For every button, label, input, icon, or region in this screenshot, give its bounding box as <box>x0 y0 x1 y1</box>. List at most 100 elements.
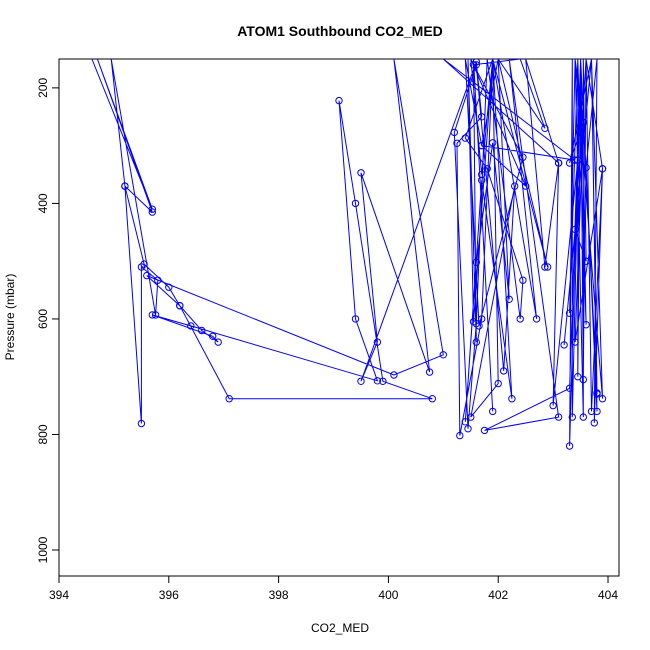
data-point <box>480 426 489 435</box>
data-point <box>478 176 486 185</box>
data-point <box>439 351 447 359</box>
data-point <box>165 283 173 291</box>
data-point <box>571 338 579 346</box>
data-point <box>579 375 587 384</box>
data-point <box>357 169 365 177</box>
x-axis: 394 396 398 400 402 404 <box>49 575 618 602</box>
data-point <box>143 271 151 280</box>
data-point <box>467 413 475 421</box>
data-point <box>565 384 574 392</box>
data-point <box>568 413 576 421</box>
data-point <box>574 156 582 164</box>
x-axis-label: CO2_MED <box>311 621 369 635</box>
data-point <box>187 322 195 330</box>
data-point <box>516 315 524 323</box>
data-point <box>571 225 579 234</box>
data-point <box>373 377 382 385</box>
data-point <box>522 182 530 190</box>
data-point <box>357 377 365 385</box>
data-point <box>472 258 480 266</box>
x-tick-label: 402 <box>488 588 508 602</box>
data-point <box>511 182 519 190</box>
data-point <box>541 124 549 133</box>
data-point <box>373 338 382 346</box>
data-point <box>579 413 587 421</box>
data-point <box>500 367 508 375</box>
y-tick-label: 200 <box>36 78 50 98</box>
data-point <box>483 165 491 173</box>
y-tick-label: 400 <box>36 193 50 213</box>
data-point <box>198 326 206 335</box>
data-point <box>554 159 563 167</box>
data-point <box>582 163 590 172</box>
data-point <box>587 407 596 416</box>
data-point <box>508 395 516 403</box>
data-point <box>565 159 574 167</box>
data-point <box>571 156 579 164</box>
data-point <box>464 425 472 433</box>
data-point <box>390 371 398 379</box>
data-point <box>598 165 607 173</box>
series-line <box>91 59 604 447</box>
data-point <box>519 153 527 161</box>
data-point <box>574 373 582 381</box>
data-point <box>469 61 478 69</box>
chart-title: ATOM1 Southbound CO2_MED <box>237 23 443 39</box>
y-axis: 200 400 600 800 1000 <box>36 78 60 563</box>
data-point <box>478 113 486 121</box>
data-point <box>505 295 513 303</box>
data-point <box>225 395 233 403</box>
data-point <box>494 379 502 388</box>
data-point <box>351 315 360 323</box>
x-tick-label: 404 <box>598 588 618 602</box>
data-point <box>469 318 478 326</box>
data-point <box>579 118 587 127</box>
x-tick-label: 398 <box>269 588 289 602</box>
x-tick-label: 396 <box>159 588 179 602</box>
plot-area <box>91 59 607 450</box>
data-point <box>209 332 217 340</box>
y-axis-label: Pressure (mbar) <box>3 274 17 361</box>
data-point <box>593 407 601 416</box>
data-point <box>121 182 129 190</box>
y-tick-label: 1000 <box>36 536 50 563</box>
x-tick-label: 394 <box>49 588 69 602</box>
data-point <box>475 322 483 330</box>
data-point <box>379 377 387 385</box>
data-point <box>532 315 541 323</box>
data-point <box>472 338 480 346</box>
data-point <box>478 141 486 150</box>
y-tick-label: 600 <box>36 309 50 329</box>
data-point <box>560 341 568 349</box>
data-point <box>593 390 601 398</box>
data-point <box>582 257 590 265</box>
data-point <box>137 419 146 428</box>
data-point <box>351 199 360 208</box>
y-tick-label: 800 <box>36 424 50 444</box>
data-point <box>472 61 480 69</box>
data-point <box>565 442 574 450</box>
data-point <box>554 413 563 421</box>
data-point <box>450 128 458 137</box>
data-point <box>148 208 157 216</box>
data-point <box>456 431 464 440</box>
data-point <box>425 368 434 376</box>
data-point <box>154 276 162 284</box>
data-point <box>565 309 574 317</box>
data-point <box>214 338 222 346</box>
data-point <box>335 96 343 105</box>
data-point <box>453 139 461 148</box>
data-point <box>478 315 486 323</box>
x-tick-label: 400 <box>378 588 398 602</box>
data-point <box>176 302 184 310</box>
plot-frame <box>58 58 620 577</box>
data-point <box>541 263 549 271</box>
data-point <box>151 311 160 319</box>
data-point <box>549 401 557 410</box>
data-point <box>148 311 157 319</box>
data-point <box>519 276 527 284</box>
data-point <box>478 170 486 179</box>
data-point <box>140 260 148 268</box>
data-point <box>543 263 552 271</box>
